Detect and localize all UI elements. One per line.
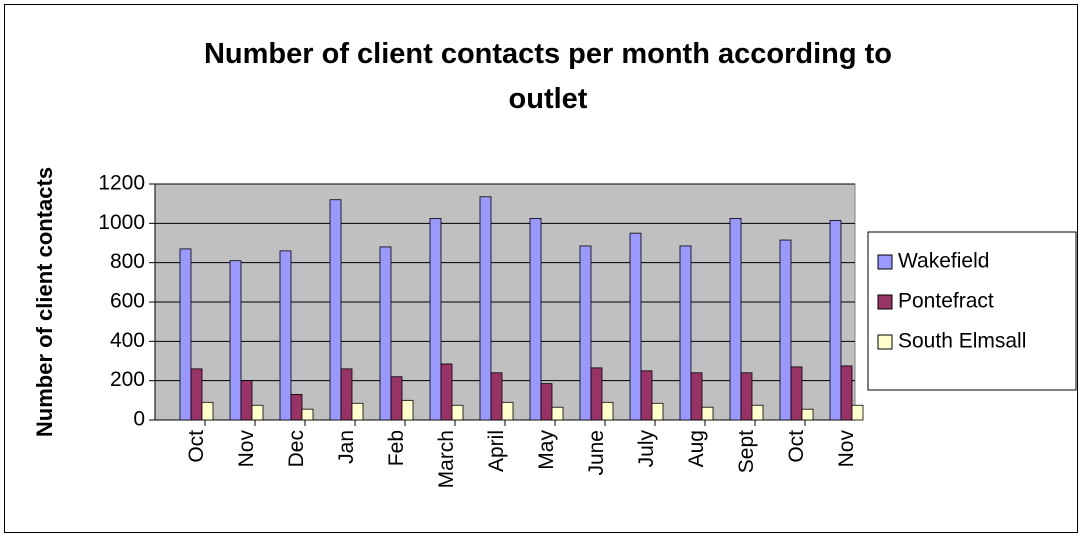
x-tick-label: March xyxy=(435,430,458,488)
bar xyxy=(801,408,814,421)
x-tick-label: Jan xyxy=(335,430,358,464)
bar xyxy=(701,406,714,421)
bar xyxy=(840,365,853,421)
y-tick-label: 1200 xyxy=(98,172,145,195)
x-tick-label: Sept xyxy=(735,430,758,473)
bar xyxy=(251,404,264,421)
x-tick-label: Oct xyxy=(185,430,208,463)
y-axis-label: Number of client contacts xyxy=(32,167,57,437)
bar xyxy=(351,402,364,421)
x-tick-label: Oct xyxy=(785,430,808,463)
x-tick-label: June xyxy=(585,430,608,476)
bar xyxy=(529,218,542,421)
y-tick-label: 0 xyxy=(133,408,145,431)
x-tick-label: Nov xyxy=(835,430,858,468)
legend-swatch xyxy=(877,254,893,270)
y-tick-label: 1000 xyxy=(98,211,145,234)
legend-label: South Elmsall xyxy=(898,330,1026,353)
bar xyxy=(640,370,653,421)
bar xyxy=(679,245,692,421)
y-tick-label: 600 xyxy=(110,290,145,313)
bar xyxy=(301,408,314,421)
bar xyxy=(651,402,664,421)
bar xyxy=(590,367,603,421)
bar xyxy=(379,246,392,421)
bar xyxy=(451,404,464,421)
x-tick-label: Dec xyxy=(285,430,308,467)
x-tick-label: July xyxy=(635,430,658,468)
legend-swatch xyxy=(877,294,893,310)
bar xyxy=(190,368,203,421)
bar xyxy=(779,239,792,421)
bar xyxy=(490,372,503,421)
y-tick-label: 800 xyxy=(110,250,145,273)
bar xyxy=(390,376,403,421)
x-tick-label: Feb xyxy=(385,430,408,466)
y-tick-label: 200 xyxy=(110,368,145,391)
bar xyxy=(179,248,192,421)
legend-swatch xyxy=(877,334,893,350)
bar xyxy=(479,196,492,421)
x-tick-label: Aug xyxy=(685,430,708,467)
y-tick-label: 400 xyxy=(110,329,145,352)
x-tick-label: April xyxy=(485,430,508,472)
bar xyxy=(429,218,442,421)
bar xyxy=(551,406,564,421)
bar xyxy=(279,250,292,421)
bar xyxy=(290,394,303,421)
bar xyxy=(401,399,414,421)
chart-title: Number of client contacts per month acco… xyxy=(204,38,892,115)
bar xyxy=(751,404,764,421)
bar xyxy=(540,383,553,421)
legend-label: Wakefield xyxy=(898,250,989,273)
bar xyxy=(851,404,864,421)
legend xyxy=(867,231,1077,391)
bar xyxy=(440,363,453,421)
bar xyxy=(201,401,214,421)
bar xyxy=(740,372,753,421)
bar xyxy=(629,232,642,421)
x-tick-label: May xyxy=(535,430,558,470)
bar xyxy=(729,218,742,421)
bar xyxy=(790,366,803,421)
bar xyxy=(229,260,242,421)
bar xyxy=(340,368,353,421)
bar xyxy=(829,219,842,421)
bar xyxy=(690,372,703,421)
legend-label: Pontefract xyxy=(898,290,994,313)
x-tick-label: Nov xyxy=(235,430,258,468)
bar xyxy=(501,401,514,421)
bar xyxy=(601,401,614,421)
bar xyxy=(579,245,592,421)
bar xyxy=(329,199,342,421)
bar xyxy=(240,380,253,421)
